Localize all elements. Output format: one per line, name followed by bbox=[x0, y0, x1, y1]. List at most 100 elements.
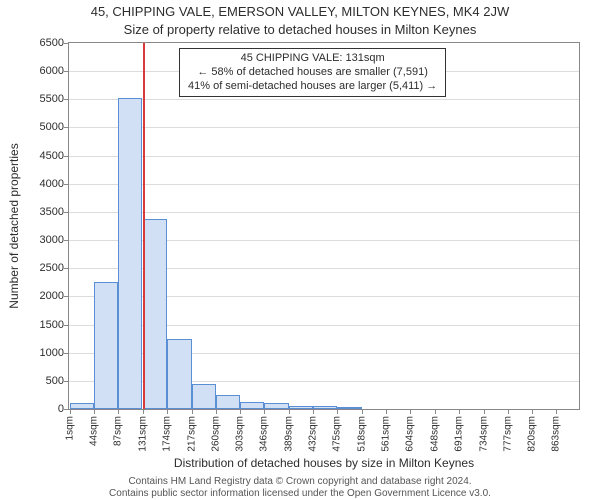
x-tick-label: 44sqm bbox=[88, 416, 99, 446]
x-tick-label: 432sqm bbox=[307, 416, 318, 452]
x-tick-mark bbox=[508, 410, 509, 414]
y-tick-label: 6500 bbox=[24, 37, 64, 49]
x-tick-mark bbox=[264, 410, 265, 414]
y-tick-mark bbox=[64, 268, 68, 269]
y-tick-mark bbox=[64, 353, 68, 354]
x-tick-label: 303sqm bbox=[235, 416, 246, 452]
x-tick-mark bbox=[118, 410, 119, 414]
y-tick-label: 5000 bbox=[24, 121, 64, 133]
x-tick-label: 691sqm bbox=[454, 416, 465, 452]
y-tick-mark bbox=[64, 156, 68, 157]
x-tick-label: 518sqm bbox=[356, 416, 367, 452]
annotation-line3: 41% of semi-detached houses are larger (… bbox=[188, 80, 437, 94]
plot-area: 45 CHIPPING VALE: 131sqm← 58% of detache… bbox=[68, 42, 580, 410]
gridline bbox=[69, 127, 579, 128]
x-tick-mark bbox=[410, 410, 411, 414]
gridline bbox=[69, 99, 579, 100]
histogram-bar bbox=[143, 219, 167, 409]
chart-container: 45, CHIPPING VALE, EMERSON VALLEY, MILTO… bbox=[0, 0, 600, 500]
histogram-bar bbox=[94, 282, 118, 409]
y-tick-label: 4000 bbox=[24, 178, 64, 190]
x-tick-mark bbox=[167, 410, 168, 414]
x-tick-label: 863sqm bbox=[551, 416, 562, 452]
y-tick-mark bbox=[64, 240, 68, 241]
x-tick-mark bbox=[216, 410, 217, 414]
y-tick-label: 3000 bbox=[24, 234, 64, 246]
x-tick-mark bbox=[94, 410, 95, 414]
histogram-bar bbox=[70, 403, 94, 409]
y-tick-mark bbox=[64, 409, 68, 410]
x-tick-mark bbox=[556, 410, 557, 414]
gridline bbox=[69, 212, 579, 213]
y-tick-mark bbox=[64, 184, 68, 185]
y-tick-label: 4500 bbox=[24, 150, 64, 162]
histogram-bar bbox=[337, 407, 361, 409]
x-tick-label: 777sqm bbox=[502, 416, 513, 452]
x-tick-label: 561sqm bbox=[380, 416, 391, 452]
histogram-bar bbox=[289, 406, 313, 409]
y-tick-mark bbox=[64, 212, 68, 213]
x-tick-label: 389sqm bbox=[283, 416, 294, 452]
x-tick-label: 87sqm bbox=[113, 416, 124, 446]
x-axis-label: Distribution of detached houses by size … bbox=[68, 456, 580, 470]
histogram-bar bbox=[192, 384, 216, 409]
histogram-bar bbox=[167, 339, 191, 409]
chart-title-line1: 45, CHIPPING VALE, EMERSON VALLEY, MILTO… bbox=[0, 4, 600, 19]
x-tick-mark bbox=[435, 410, 436, 414]
y-tick-mark bbox=[64, 325, 68, 326]
x-tick-mark bbox=[484, 410, 485, 414]
histogram-bar bbox=[240, 402, 264, 409]
x-tick-label: 1sqm bbox=[64, 416, 75, 440]
x-tick-label: 475sqm bbox=[332, 416, 343, 452]
histogram-bar bbox=[264, 403, 288, 409]
x-tick-label: 604sqm bbox=[405, 416, 416, 452]
y-tick-mark bbox=[64, 71, 68, 72]
x-tick-label: 734sqm bbox=[478, 416, 489, 452]
x-tick-mark bbox=[143, 410, 144, 414]
histogram-bar bbox=[118, 98, 142, 409]
x-tick-mark bbox=[289, 410, 290, 414]
annotation-box: 45 CHIPPING VALE: 131sqm← 58% of detache… bbox=[179, 48, 446, 97]
x-tick-label: 820sqm bbox=[527, 416, 538, 452]
x-tick-label: 217sqm bbox=[186, 416, 197, 452]
y-tick-label: 2000 bbox=[24, 290, 64, 302]
x-tick-mark bbox=[192, 410, 193, 414]
y-tick-label: 3500 bbox=[24, 206, 64, 218]
y-tick-mark bbox=[64, 296, 68, 297]
x-tick-label: 174sqm bbox=[162, 416, 173, 452]
annotation-line1: 45 CHIPPING VALE: 131sqm bbox=[188, 52, 437, 66]
x-tick-label: 648sqm bbox=[429, 416, 440, 452]
gridline bbox=[69, 184, 579, 185]
x-tick-mark bbox=[337, 410, 338, 414]
y-axis-label: Number of detached properties bbox=[7, 42, 21, 410]
annotation-line2: ← 58% of detached houses are smaller (7,… bbox=[188, 66, 437, 80]
chart-title-line2: Size of property relative to detached ho… bbox=[0, 22, 600, 37]
y-tick-label: 500 bbox=[24, 375, 64, 387]
x-tick-mark bbox=[362, 410, 363, 414]
x-tick-mark bbox=[459, 410, 460, 414]
y-tick-label: 5500 bbox=[24, 93, 64, 105]
gridline bbox=[69, 156, 579, 157]
footer-line2: Contains public sector information licen… bbox=[0, 488, 600, 499]
x-tick-mark bbox=[313, 410, 314, 414]
histogram-bar bbox=[216, 395, 240, 409]
y-tick-mark bbox=[64, 127, 68, 128]
x-tick-mark bbox=[386, 410, 387, 414]
y-tick-label: 0 bbox=[24, 403, 64, 415]
y-tick-label: 2500 bbox=[24, 262, 64, 274]
y-tick-mark bbox=[64, 43, 68, 44]
histogram-bar bbox=[313, 406, 337, 409]
x-tick-mark bbox=[70, 410, 71, 414]
x-tick-mark bbox=[532, 410, 533, 414]
x-tick-label: 260sqm bbox=[210, 416, 221, 452]
y-tick-label: 1000 bbox=[24, 347, 64, 359]
property-marker-line bbox=[143, 43, 145, 409]
x-tick-label: 131sqm bbox=[137, 416, 148, 452]
x-tick-mark bbox=[240, 410, 241, 414]
y-tick-mark bbox=[64, 381, 68, 382]
y-tick-mark bbox=[64, 99, 68, 100]
y-tick-label: 1500 bbox=[24, 319, 64, 331]
footer-line1: Contains HM Land Registry data © Crown c… bbox=[0, 476, 600, 487]
x-tick-label: 346sqm bbox=[259, 416, 270, 452]
y-tick-label: 6000 bbox=[24, 65, 64, 77]
